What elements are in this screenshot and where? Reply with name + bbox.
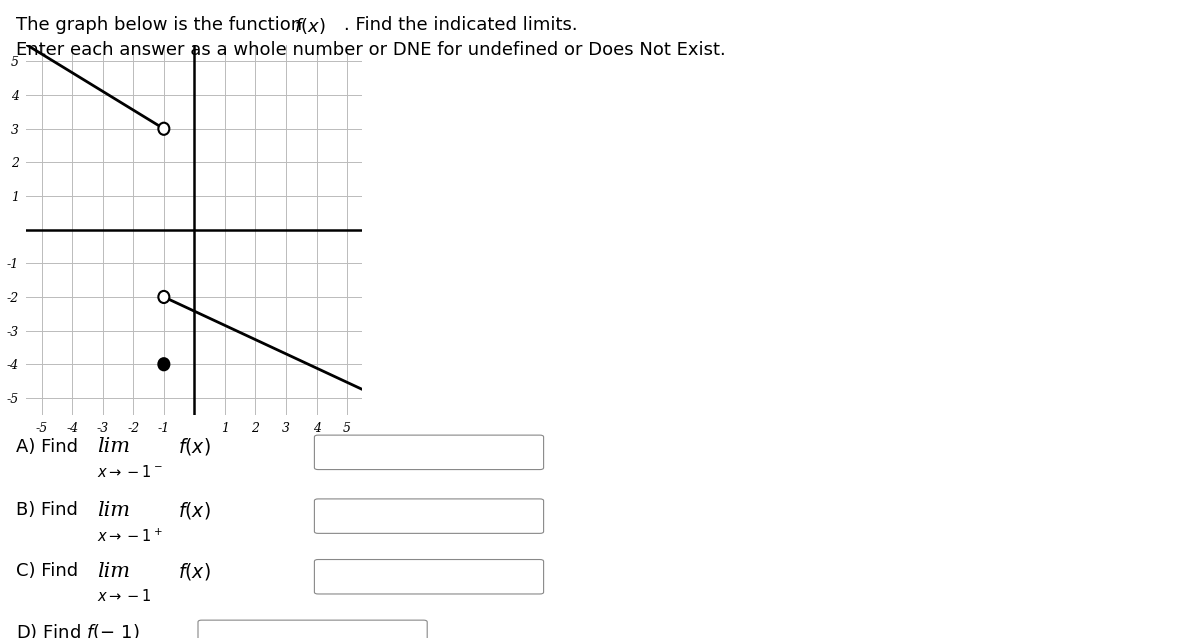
Text: $x \rightarrow -1$: $x \rightarrow -1$ <box>97 588 152 604</box>
Circle shape <box>158 358 169 370</box>
Text: $f(x)$: $f(x)$ <box>178 561 210 581</box>
Text: Enter each answer as a whole number or DNE for undefined or Does Not Exist.: Enter each answer as a whole number or D… <box>16 41 725 59</box>
Text: $x \rightarrow -1^+$: $x \rightarrow -1^+$ <box>97 528 163 545</box>
Text: D) Find $f(-\ 1)$: D) Find $f(-\ 1)$ <box>16 621 139 638</box>
Circle shape <box>158 291 169 303</box>
Text: lim: lim <box>97 501 130 520</box>
Text: A) Find: A) Find <box>16 438 78 456</box>
Text: $x \rightarrow -1^-$: $x \rightarrow -1^-$ <box>97 464 163 480</box>
Text: $f(x)$: $f(x)$ <box>178 500 210 521</box>
Text: $f(x)$: $f(x)$ <box>294 16 325 36</box>
Text: lim: lim <box>97 437 130 456</box>
Text: B) Find: B) Find <box>16 501 78 519</box>
Circle shape <box>158 122 169 135</box>
Text: . Find the indicated limits.: . Find the indicated limits. <box>344 16 578 34</box>
Text: $f(x)$: $f(x)$ <box>178 436 210 457</box>
Text: lim: lim <box>97 561 130 581</box>
Text: The graph below is the function: The graph below is the function <box>16 16 307 34</box>
Text: C) Find: C) Find <box>16 562 78 580</box>
